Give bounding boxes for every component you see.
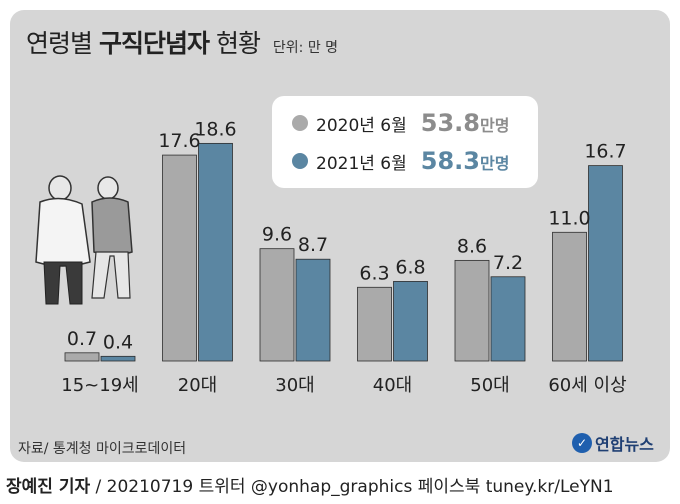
legend-dot-2020 — [292, 115, 308, 131]
figure-left-head — [48, 175, 72, 201]
value-label-2020-3: 6.3 — [359, 262, 389, 284]
category-labels-layer: 15~19세 20대 30대 40대 50대 60세 이상 — [61, 375, 626, 396]
bar-2021-2 — [295, 258, 331, 362]
bars-layer — [64, 142, 623, 362]
category-label-3: 40대 — [373, 375, 412, 396]
value-label-2021-0: 0.4 — [103, 331, 133, 353]
bar-2020-2 — [259, 248, 295, 362]
value-label-2021-4: 7.2 — [493, 252, 523, 274]
value-label-2020-4: 8.6 — [457, 235, 487, 257]
value-label-2021-5: 16.7 — [584, 141, 626, 163]
legend-label-2020: 2020년 6월 — [316, 115, 407, 136]
category-label-4: 50대 — [470, 375, 509, 396]
legend-dot-2021 — [292, 153, 308, 169]
value-label-2021-1: 18.6 — [194, 118, 236, 140]
legend: 2020년 6월 53.8만명 2021년 6월 58.3만명 — [272, 96, 538, 188]
figure-left-legs — [43, 261, 83, 305]
bar-2020-3 — [357, 286, 392, 362]
legend-item-2020: 2020년 6월 53.8만명 — [292, 108, 509, 138]
bar-2020-5 — [552, 231, 587, 362]
title-light: 연령별 — [26, 29, 93, 58]
value-label-2021-3: 6.8 — [395, 256, 425, 278]
footer-details: / 20210719 트위터 @yonhap_graphics 페이스북 tun… — [90, 477, 614, 497]
bar-2021-5 — [588, 165, 623, 362]
title-tail: 현황 — [215, 29, 261, 58]
footer-author: 장예진 기자 — [6, 477, 91, 497]
value-label-2020-0: 0.7 — [67, 328, 97, 350]
footer-credit: 장예진 기자 / 20210719 트위터 @yonhap_graphics 페… — [6, 472, 614, 497]
value-label-2021-2: 8.7 — [298, 234, 328, 256]
value-label-2020-2: 9.6 — [262, 224, 292, 246]
figure-left-body — [35, 197, 91, 267]
unit-label: 단위: 만 명 — [272, 40, 339, 56]
bar-2020-4 — [454, 259, 490, 362]
bar-2021-4 — [490, 276, 526, 362]
legend-total-2020: 53.8만명 — [420, 109, 510, 137]
category-label-1: 20대 — [178, 375, 217, 396]
value-labels-layer: 0.7 0.4 17.618.6 9.6 8.7 6.3 6.8 8.6 7.2 11.0 16.7 — [67, 118, 627, 353]
figure-right-legs — [91, 251, 131, 299]
page-title: 연령별 구직단념자 현황 단위: 만 명 — [26, 24, 338, 60]
value-label-2020-1: 17.6 — [158, 130, 200, 152]
yonhap-logo: ✓ 연합뉴스 — [572, 431, 654, 455]
source-note: 자료/ 통계청 마이크로데이터 — [18, 441, 187, 457]
title-bold: 구직단념자 — [98, 29, 210, 58]
category-label-2: 30대 — [275, 375, 314, 396]
bar-2020-1 — [162, 154, 197, 362]
legend-label-2021: 2021년 6월 — [316, 153, 407, 174]
legend-total-2021: 58.3만명 — [420, 147, 510, 175]
bar-2021-0 — [100, 355, 136, 362]
legend-item-2021: 2021년 6월 58.3만명 — [292, 146, 509, 176]
bar-2021-3 — [393, 281, 428, 362]
figure-right-body — [91, 197, 133, 256]
value-label-2020-5: 11.0 — [548, 207, 590, 229]
elderly-figures-illustration — [35, 175, 133, 305]
category-label-5: 60세 이상 — [548, 375, 626, 396]
logo-mark-icon: ✓ — [572, 433, 592, 453]
category-label-0: 15~19세 — [61, 375, 138, 396]
bar-2020-0 — [64, 352, 100, 362]
bar-2021-1 — [198, 142, 233, 362]
figure-right-head — [97, 176, 119, 200]
logo-text: 연합뉴스 — [595, 435, 654, 454]
